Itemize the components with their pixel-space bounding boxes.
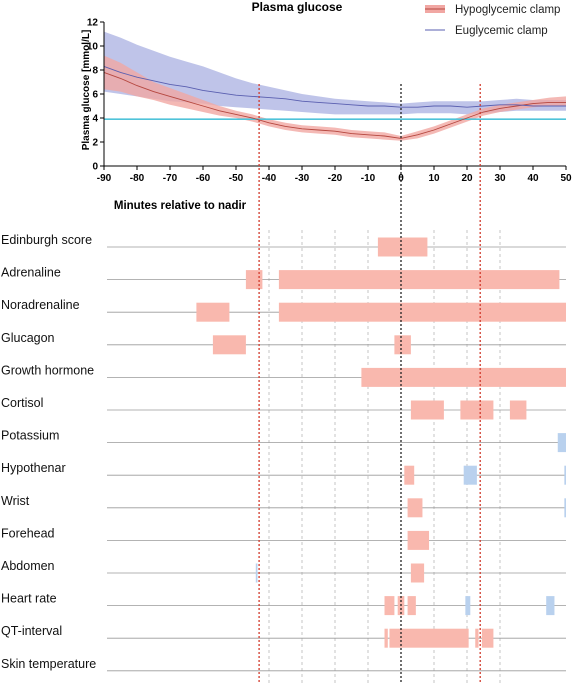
legend: Hypoglycemic clamp Euglycemic clamp — [425, 4, 560, 37]
timeline-segment — [460, 400, 494, 420]
timeline-segment — [389, 628, 469, 648]
timeline-row-label: Skin temperature — [1, 657, 96, 671]
y-tick-label: 6 — [92, 90, 98, 101]
timeline-segment — [481, 628, 494, 648]
timeline-segment — [557, 433, 566, 453]
x-tick-label: -60 — [196, 173, 211, 184]
timeline-row-label: Noradrenaline — [1, 298, 80, 312]
timeline-segment — [394, 335, 411, 355]
timeline-segment — [465, 596, 471, 616]
x-tick-label: -20 — [328, 173, 343, 184]
x-tick-label: -10 — [361, 173, 376, 184]
timeline-segment — [407, 498, 423, 518]
x-axis-label: Minutes relative to nadir — [114, 200, 247, 212]
timeline-segment — [564, 465, 566, 485]
x-tick-label: 10 — [428, 173, 440, 184]
glucose-plot: 0 2 4 6 8 10 12 -90 -80 -70 -60 -50 -40 -30 -20 -10 0 10 2… — [87, 18, 572, 185]
timeline-segment — [407, 596, 416, 616]
x-tick-label: -40 — [262, 173, 277, 184]
confidence-band-hypoglycemic — [104, 55, 566, 141]
timeline-row-label: QT-interval — [1, 624, 62, 638]
y-tick-label: 12 — [87, 18, 99, 29]
timeline-segment — [361, 367, 566, 387]
timeline-row-label: Abdomen — [1, 559, 55, 573]
timeline-segment — [475, 628, 479, 648]
confidence-band-euglycemic — [104, 31, 566, 115]
y-tick-label: 8 — [92, 66, 98, 77]
timeline-row-label: Cortisol — [1, 396, 43, 410]
x-tick-label: 0 — [398, 173, 404, 184]
y-tick-label: 2 — [92, 138, 98, 149]
timeline-segment — [196, 302, 230, 322]
x-tick-label: -80 — [130, 173, 145, 184]
timeline-row-label: Growth hormone — [1, 363, 94, 377]
x-tick-label: 20 — [461, 173, 473, 184]
timeline-segment — [245, 270, 263, 290]
timeline-segment — [509, 400, 527, 420]
x-tick-label: -90 — [97, 173, 112, 184]
timeline-row-label: Glucagon — [1, 331, 55, 345]
timeline-segment — [384, 596, 395, 616]
y-tick-label: 10 — [87, 42, 99, 53]
x-tick-label: 40 — [527, 173, 539, 184]
timeline-row-label: Adrenaline — [1, 266, 61, 280]
series-line-euglycemic — [103, 65, 566, 108]
timeline-panel: Edinburgh score Adrenaline Noradrenaline Gl… — [1, 230, 566, 683]
timeline-segment — [410, 563, 425, 583]
y-tick-label: 0 — [92, 162, 98, 173]
y-tick-label: 4 — [92, 114, 98, 125]
legend-label: Hypoglycemic clamp — [455, 4, 560, 16]
timeline-row-label: Wrist — [1, 494, 30, 508]
timeline-segment — [463, 465, 477, 485]
timeline-segment — [278, 270, 560, 290]
timeline-row-label: Potassium — [1, 429, 59, 443]
timeline-segment — [564, 498, 566, 518]
timeline-segment — [377, 237, 428, 257]
timeline-row-label: Hypothenar — [1, 461, 66, 475]
x-tick-label: -30 — [295, 173, 310, 184]
timeline-segment — [212, 335, 246, 355]
chart-title: Plasma glucose — [252, 0, 343, 14]
x-tick-label: 30 — [494, 173, 506, 184]
x-tick-label: 50 — [560, 173, 572, 184]
timeline-segment — [410, 400, 444, 420]
timeline-segment — [384, 628, 388, 648]
timeline-segment — [404, 465, 415, 485]
x-tick-label: -70 — [163, 173, 178, 184]
timeline-row-label: Edinburgh score — [1, 233, 92, 247]
timeline-segment — [546, 596, 555, 616]
timeline-row-label: Heart rate — [1, 592, 57, 606]
series-line-hypoglycemic — [103, 71, 566, 139]
timeline-row-label: Forehead — [1, 526, 55, 540]
timeline-segment — [407, 530, 430, 550]
timeline-segment — [278, 302, 566, 322]
timeline-segment — [255, 563, 258, 583]
y-axis-label: Plasma glucose [mmol/L] — [81, 30, 92, 151]
legend-label: Euglycemic clamp — [455, 25, 548, 37]
x-tick-label: -50 — [229, 173, 244, 184]
